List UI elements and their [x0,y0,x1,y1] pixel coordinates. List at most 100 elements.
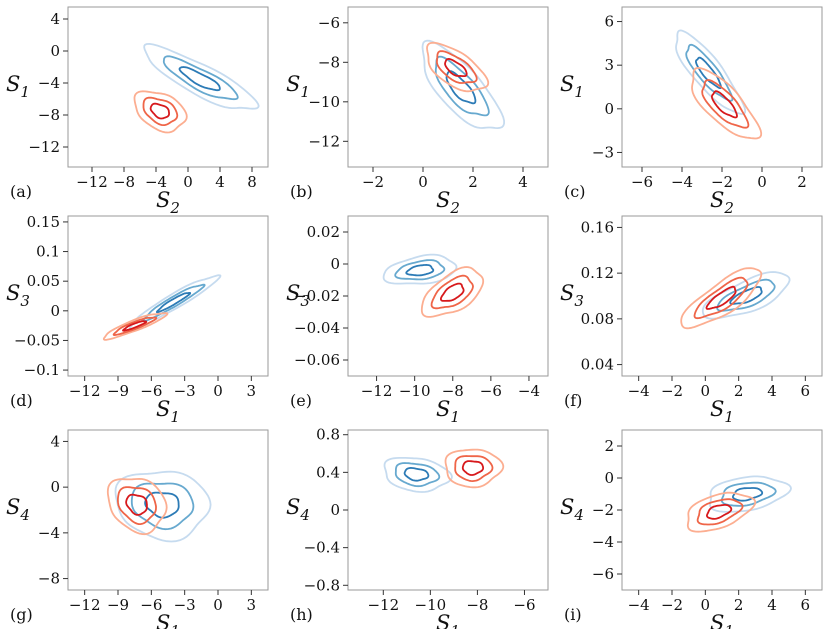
y-tick-label: −12 [28,138,60,156]
y-tick-label: 6 [604,13,614,31]
x-tick-label: −6 [631,173,653,191]
red-contour-level-2 [696,498,744,526]
red-contour-level-3 [149,102,170,120]
x-tick-label: 3 [247,596,257,614]
blue-contour-level-3 [405,264,435,277]
x-axis-label: S2 [710,188,734,217]
contour-group [382,253,485,318]
panel-label: (f) [564,391,582,410]
panel-label: (e) [290,391,312,410]
y-tick-label: −0.05 [14,331,60,349]
x-tick-label: 6 [801,382,811,400]
panel-i: −4 −2 0 2 4 6 2 0 −2 −4 −6 S1 S4 (i) [560,429,823,629]
axes-frame [621,215,823,377]
red-contour-level-3 [706,504,733,520]
y-tick-label: 0.15 [27,213,60,231]
red-contour-level-2 [436,50,478,84]
y-tick-label: −8 [38,570,60,588]
y-tick-label: 0.16 [581,218,614,236]
x-tick-label: −8 [442,382,464,400]
panel-label: (d) [10,391,33,410]
panel-label: (i) [564,605,582,624]
y-tick-label: −8 [318,53,340,71]
x-tick-label: 0 [757,173,767,191]
axes-frame [347,429,549,591]
y-tick-label: −10 [308,93,340,111]
x-tick-label: 0 [701,596,711,614]
blue-contour-level-2 [142,283,206,322]
x-tick-label: 0 [213,382,223,400]
contour-group [421,39,505,129]
x-tick-label: −6 [140,596,162,614]
x-tick-label: 6 [801,596,811,614]
x-tick-label: 0 [418,173,428,191]
axes-frame [67,429,269,591]
y-tick-label: 2 [604,437,614,455]
y-tick-label: 0.05 [27,272,60,290]
red-contour-level-3 [440,282,465,302]
x-axis-label: S1 [710,397,734,426]
blue-contour-level-1 [114,470,212,543]
y-tick-label: −0.04 [294,319,340,337]
red-contour-level-3 [122,320,148,332]
panel-h: −12 −10 −8 −6 0.8 0.4 0 −0.4 −0.8 S1 S4 (h) [286,426,549,629]
y-tick-label: −3 [592,143,614,161]
x-axis-label: S2 [156,188,180,217]
panel-label: (b) [290,182,313,201]
x-tick-label: 8 [247,173,257,191]
x-tick-label: −2 [661,382,683,400]
x-tick-label: 4 [518,173,528,191]
y-tick-label: −4 [38,524,60,542]
x-tick-label: −12 [361,382,393,400]
x-tick-label: 0 [183,173,193,191]
y-tick-label: 0 [330,501,340,519]
y-axis-label: S4 [560,495,584,524]
red-contour-level-2 [112,316,158,336]
axes-frame [67,215,269,377]
blue-contour-level-3 [144,491,180,519]
y-tick-label: −0.8 [304,576,340,594]
blue-contour-level-1 [709,475,792,513]
x-tick-label: −10 [415,596,447,614]
contour-group [383,448,505,493]
x-tick-label: −4 [628,382,650,400]
x-tick-label: −4 [671,173,693,191]
x-axis-label: S1 [436,397,460,426]
y-axis-label: S4 [286,495,310,524]
red-contour-level-1 [420,266,485,318]
x-tick-label: −2 [362,173,384,191]
red-contour-level-1 [686,491,757,533]
x-axis-label: S1 [436,611,460,629]
panel-label: (g) [10,605,33,624]
y-tick-label: 0 [50,302,60,320]
blue-contour-level-1 [675,29,747,115]
y-tick-label: −0.02 [294,287,340,305]
blue-contour-level-2 [685,43,734,102]
blue-contour-level-1 [143,43,260,110]
x-tick-label: −2 [661,596,683,614]
x-tick-label: 2 [734,596,744,614]
contour-group [686,475,792,533]
x-tick-label: −6 [140,382,162,400]
red-contour-level-2 [693,276,749,320]
red-contour-level-1 [102,312,169,341]
y-tick-label: −0.4 [304,539,340,557]
y-tick-label: −0.1 [24,361,60,379]
red-contour-level-1 [133,90,188,134]
y-tick-label: −4 [38,74,60,92]
axes-frame [621,429,823,591]
panel-e: −12 −10 −8 −6 −4 0.02 0 −0.02 −0.04 −0.06 S1 S3 (e) [286,215,549,426]
x-tick-label: −2 [711,173,733,191]
y-tick-label: 4 [50,432,60,450]
blue-contour-level-1 [128,274,222,332]
red-contour-level-2 [701,79,750,129]
x-tick-label: −12 [69,596,101,614]
blue-contour-level-3 [178,66,221,92]
y-tick-label: −2 [592,501,614,519]
blue-contour-level-1 [421,39,505,129]
x-tick-label: 0 [701,382,711,400]
panel-a: −12 −8 −4 0 4 8 4 0 −4 −8 −12 S2 S1 (a) [6,6,269,217]
panel-label: (a) [10,182,32,201]
y-axis-label: S3 [560,281,584,310]
